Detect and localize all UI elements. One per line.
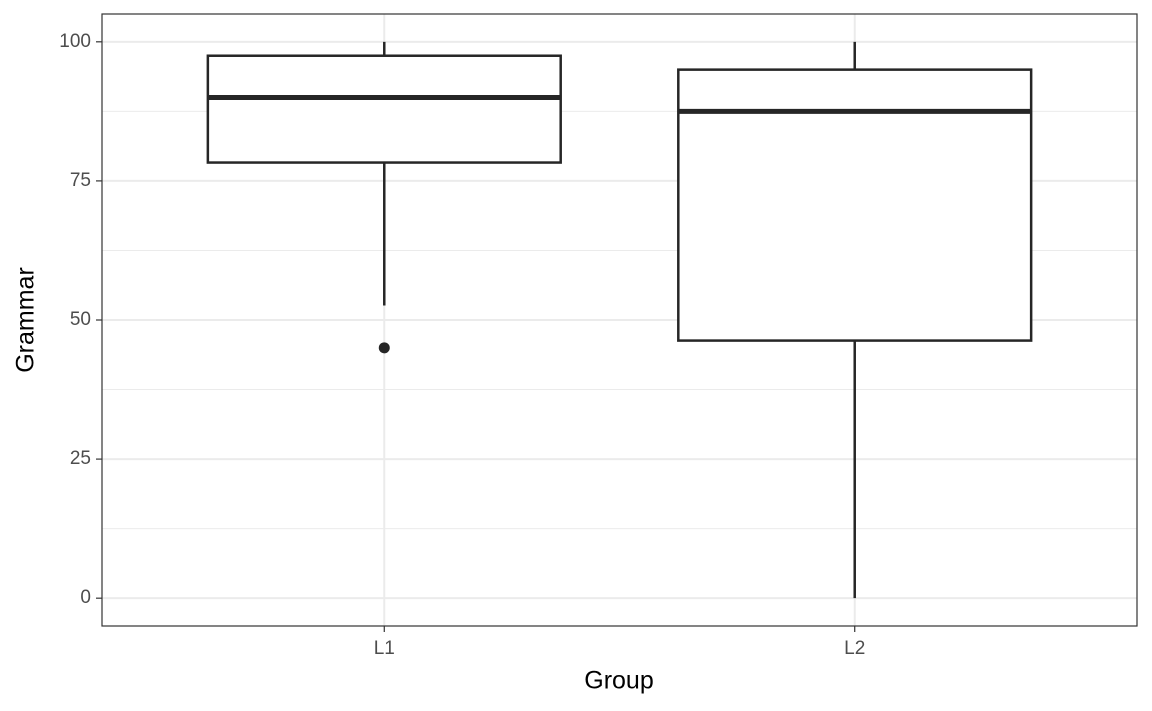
x-axis-title: Group [584,667,653,695]
box [206,54,562,164]
x-tick-label: L1 [374,638,395,659]
y-axis-title: Grammar [12,267,40,373]
y-tick-label: 25 [70,448,91,469]
y-tick-label: 50 [70,309,91,330]
marks [206,41,1033,599]
y-tick-label: 100 [59,31,91,52]
box [677,68,1033,342]
outlier [378,342,390,354]
y-tick-label: 75 [70,170,91,191]
y-tick-label: 0 [80,587,91,608]
x-tick-label: L2 [844,638,865,659]
